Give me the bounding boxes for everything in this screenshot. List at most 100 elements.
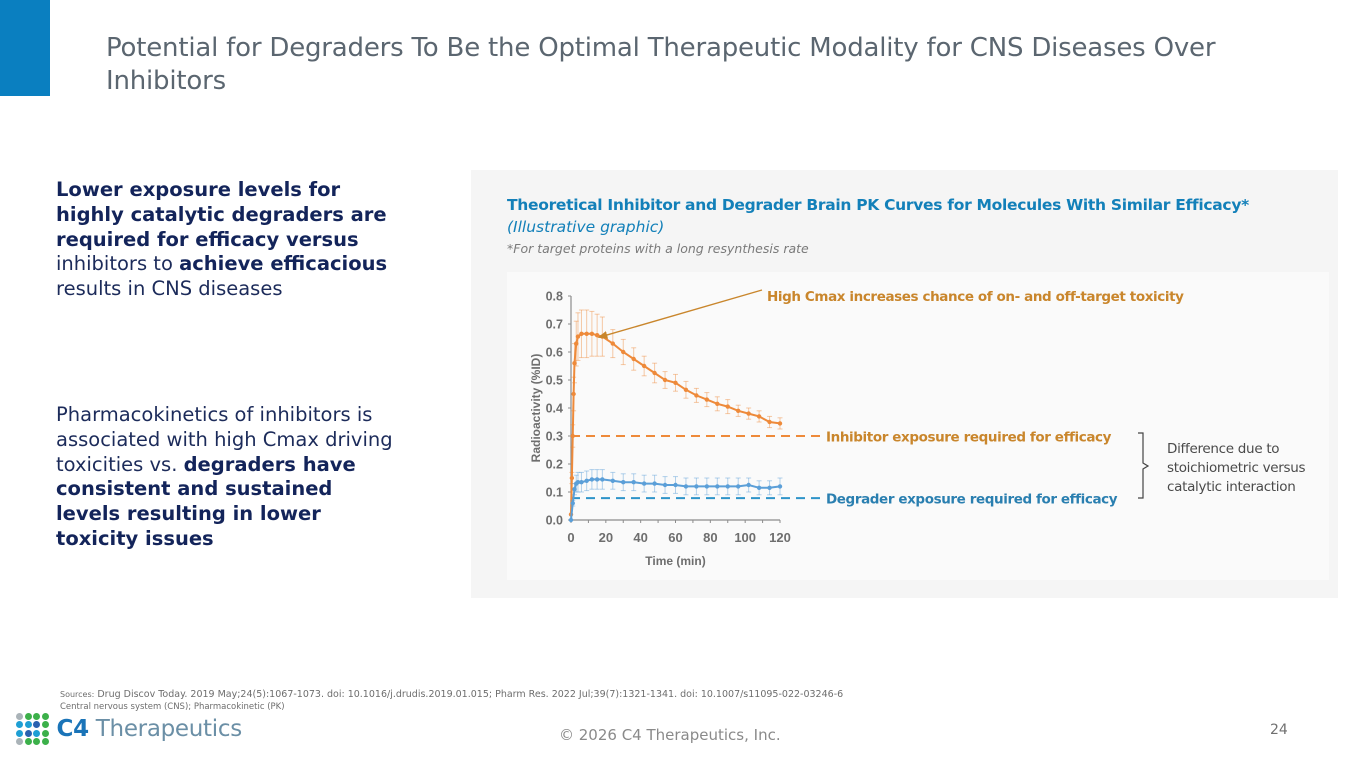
data-point	[579, 331, 584, 336]
data-point	[756, 414, 762, 419]
bracket-label-line3: catalytic interaction	[1167, 479, 1295, 495]
x-tick-label: 20	[599, 530, 613, 545]
key-point-pk-bold: degraders have consistent and sustained …	[56, 452, 356, 550]
series-inhibitor	[568, 309, 783, 517]
data-point	[652, 370, 657, 376]
x-tick-label: 120	[769, 530, 791, 545]
data-point	[594, 477, 600, 482]
chart-title: Theoretical Inhibitor and Degrader Brain…	[507, 196, 1249, 214]
data-point	[715, 484, 720, 489]
data-point	[579, 480, 584, 485]
data-point	[571, 391, 576, 397]
title-accent-bar	[0, 0, 50, 96]
data-point	[662, 377, 668, 383]
data-point	[641, 363, 647, 369]
data-point	[574, 341, 579, 346]
data-point	[569, 475, 575, 481]
y-tick-label: 0.3	[546, 430, 563, 444]
page-number: 24	[1270, 722, 1288, 738]
series-degrader	[568, 469, 783, 523]
x-axis-label: Time (min)	[645, 554, 705, 568]
key-point-exposure-text-2: results in CNS diseases	[56, 277, 283, 301]
chart-annotations: High Cmax increases chance of on- and of…	[597, 289, 1306, 499]
sources-citation: Sources: Drug Discov Today. 2019 May;24(…	[60, 689, 843, 700]
y-tick-label: 0.5	[546, 374, 563, 388]
data-point	[777, 421, 783, 426]
key-point-exposure: Lower exposure levels for highly catalyt…	[56, 178, 401, 302]
data-point	[584, 478, 589, 483]
bracket-label-line1: Difference due to	[1167, 441, 1279, 457]
chart-note: *For target proteins with a long resynth…	[507, 241, 809, 256]
plot-area	[507, 272, 1329, 580]
logo-therapeutics: Therapeutics	[88, 716, 242, 742]
data-point	[736, 408, 741, 413]
data-point	[746, 482, 751, 488]
data-point	[673, 482, 678, 488]
y-tick-label: 0.6	[546, 346, 563, 360]
data-point	[575, 334, 581, 339]
data-point	[631, 480, 636, 485]
cmax-annotation: High Cmax increases chance of on- and of…	[767, 289, 1184, 305]
data-point	[594, 333, 600, 338]
data-point	[683, 484, 689, 489]
copyright: © 2026 C4 Therapeutics, Inc.	[559, 726, 781, 744]
logo-dots-icon	[16, 712, 49, 746]
data-point	[584, 331, 589, 336]
data-point	[704, 484, 710, 489]
data-point	[767, 419, 772, 425]
data-point	[589, 477, 595, 482]
key-point-pk: Pharmacokinetics of inhibitors is associ…	[56, 403, 401, 552]
data-point	[777, 484, 783, 489]
y-tick-label: 0.8	[546, 290, 563, 304]
chart-axes: 0.0 0.1 0.2 0.3 0.4 0.5 0.6 0.7 0.8 0 20 40 60 80 100 1…	[529, 290, 791, 569]
x-tick-label: 100	[734, 530, 756, 545]
data-point	[725, 484, 730, 489]
logo-c4: C4	[56, 716, 90, 742]
y-tick-label: 0.4	[546, 402, 563, 416]
data-point	[694, 393, 699, 398]
data-point	[736, 484, 741, 489]
data-point	[704, 397, 710, 402]
threshold-label-inhibitor: Inhibitor exposure required for efficacy	[826, 430, 1112, 446]
data-point	[725, 404, 730, 409]
y-tick-label: 0.2	[546, 458, 563, 472]
data-point	[694, 484, 699, 489]
data-point	[756, 485, 762, 490]
data-point	[610, 478, 615, 483]
logo-wordmark: C4 Therapeutics	[56, 716, 243, 742]
data-point	[568, 517, 574, 523]
data-point	[575, 480, 581, 485]
x-tick-label: 80	[703, 530, 717, 545]
x-tick-label: 60	[668, 530, 682, 545]
data-point	[662, 482, 668, 488]
key-point-exposure-bold-2: achieve efficacious	[179, 252, 388, 276]
data-point	[570, 433, 575, 439]
y-axis-label: Radioactivity (%ID)	[529, 354, 543, 463]
key-point-exposure-bold-1: Lower exposure levels for highly catalyt…	[56, 178, 387, 251]
y-tick-label: 0.1	[546, 486, 563, 500]
threshold-label-degrader: Degrader exposure required for efficacy	[826, 492, 1118, 508]
data-point	[652, 481, 657, 486]
threshold-lines: Inhibitor exposure required for efficacy…	[571, 430, 1118, 508]
bracket-icon	[1138, 432, 1150, 499]
bracket-label-line2: stoichiometric versus	[1167, 460, 1306, 476]
cmax-arrow	[597, 289, 763, 339]
data-point	[589, 331, 595, 336]
page-title: Potential for Degraders To Be the Optima…	[106, 33, 1216, 96]
data-point	[767, 485, 772, 490]
data-point	[673, 380, 678, 385]
company-logo: C4 Therapeutics	[16, 712, 242, 746]
data-point	[621, 349, 626, 355]
key-point-pk-text: Pharmacokinetics of inhibitors is associ…	[56, 403, 393, 476]
data-point	[715, 401, 720, 406]
data-point	[621, 480, 626, 485]
sources-text: Drug Discov Today. 2019 May;24(5):1067-1…	[94, 689, 844, 700]
sources-label: Sources:	[60, 690, 95, 699]
y-tick-label: 0.7	[546, 318, 563, 332]
data-point	[610, 341, 615, 346]
data-point	[572, 487, 577, 492]
data-point	[570, 501, 575, 506]
data-point	[600, 477, 605, 482]
data-point	[746, 411, 751, 416]
key-point-exposure-text-1: inhibitors to	[56, 252, 180, 276]
